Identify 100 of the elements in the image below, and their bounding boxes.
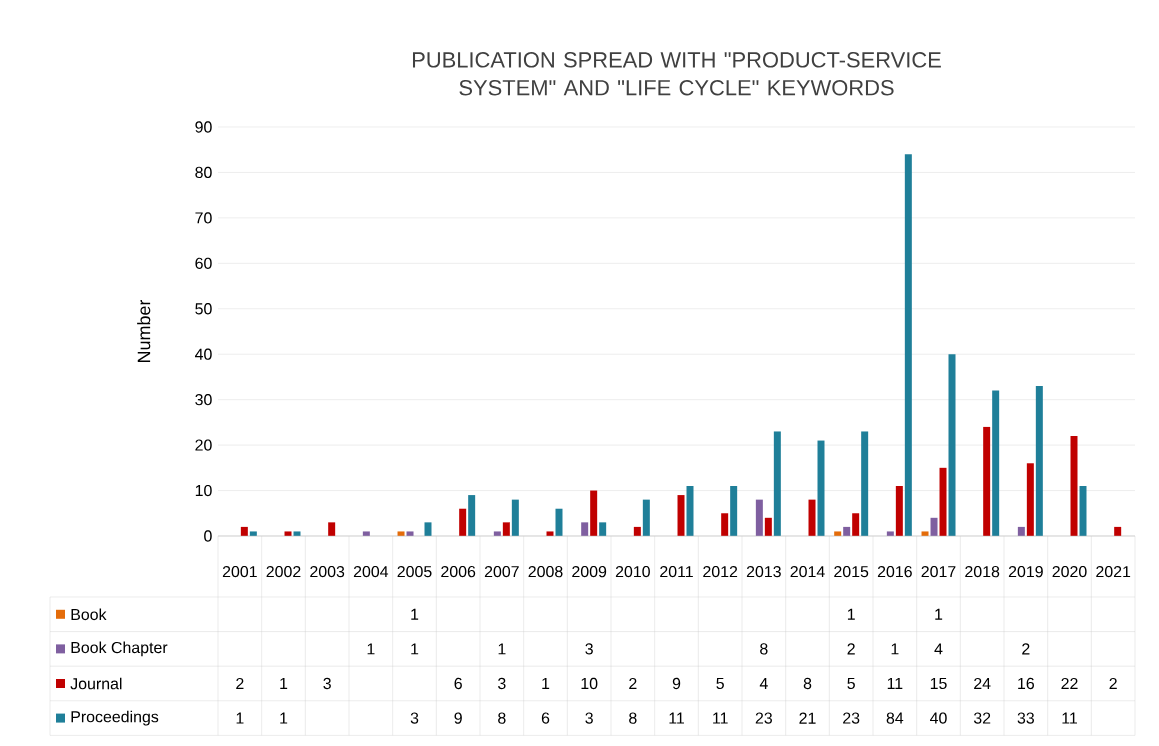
bar [328,522,336,536]
x-tick-label: 2016 [877,565,912,578]
data-label: 3 [585,643,593,655]
bar [773,431,781,536]
bar [817,440,825,536]
y-tick-label: 70 [195,212,212,224]
data-label: 1 [280,678,288,689]
bar [555,508,563,536]
bar [686,486,694,536]
data-label: 1 [367,643,375,655]
data-label: 11 [713,712,728,724]
data-label: 8 [760,643,768,655]
bar [1035,386,1043,536]
bar [1079,486,1087,536]
y-axis-title: Number [137,299,151,362]
x-tick-label: 2011 [660,565,693,578]
y-tick-label: 90 [195,121,212,133]
data-label: 2 [629,677,637,690]
data-label: 8 [629,712,637,724]
legend-label: Proceedings [71,710,159,726]
data-label: 9 [454,712,462,724]
x-tick-label: 2013 [746,565,781,578]
legend-label: Book Chapter [71,641,168,657]
x-tick-label: 2015 [834,565,869,578]
data-label: 23 [843,712,860,724]
bar [1026,463,1034,536]
y-tick-label: 20 [195,439,212,451]
x-tick-label: 2014 [790,565,825,578]
data-label: 1 [935,608,943,620]
data-label: 2 [1109,677,1117,690]
x-tick-label: 2017 [921,565,956,578]
bar [939,467,947,536]
x-tick-label: 2021 [1096,565,1131,578]
data-label: 2 [847,643,855,655]
data-label: 8 [803,677,812,690]
bar [599,522,607,536]
data-label: 11 [1062,712,1077,724]
x-tick-label: 2020 [1052,565,1087,578]
data-label: 15 [930,677,947,690]
data-label: 40 [930,712,947,724]
data-label: 1 [542,678,550,689]
bar [511,499,519,536]
bar [755,499,763,536]
data-label: 1 [847,608,855,620]
data-label: 16 [1018,677,1034,690]
data-label: 8 [498,712,506,724]
x-tick-label: 2012 [703,565,738,578]
data-label: 3 [323,677,331,690]
bar [459,508,467,536]
bar [764,517,772,536]
data-label: 4 [759,678,768,689]
data-label: 5 [847,677,855,690]
bar [948,354,956,536]
x-tick-label: 2018 [965,565,1000,578]
bar [581,522,589,536]
data-label: 3 [410,712,419,724]
data-label: 2 [1022,643,1030,655]
bar [808,499,816,536]
bar [1070,436,1078,536]
y-tick-label: 50 [195,303,212,315]
legend-label: Book [71,608,107,621]
x-tick-label: 2003 [310,565,345,578]
x-tick-label: 2002 [266,565,301,578]
data-label: 1 [891,643,899,655]
bar [983,426,991,536]
data-label: 1 [498,643,506,655]
y-tick-label: 60 [195,257,212,269]
y-tick-label: 30 [195,394,212,406]
data-label: 4 [934,643,943,655]
data-label: 33 [1017,712,1034,724]
x-tick-label: 2004 [353,565,389,578]
y-tick-label: 0 [204,530,212,542]
data-label: 21 [799,712,816,724]
x-tick-label: 2006 [441,565,476,578]
data-label: 6 [454,677,462,690]
bar [861,431,869,536]
bar [590,490,598,536]
bar [468,495,476,536]
x-tick-label: 2019 [1008,565,1043,578]
chart-title: PUBLICATION SPREAD WITH "PRODUCT-SERVICE SYSTEM" AND "LIFE CYCLE" KEYWORDS [412,52,941,96]
y-tick-label: 10 [195,484,212,497]
data-label: 84 [886,712,904,724]
data-label: 11 [887,678,903,689]
x-tick-label: 2008 [528,565,563,578]
bar [730,486,738,536]
bar [852,513,860,536]
bar [642,499,650,536]
bar [904,154,912,536]
data-label: 3 [498,677,506,690]
data-label: 5 [716,677,724,690]
bar [424,522,432,536]
data-label: 22 [1061,677,1078,690]
data-label: 11 [669,712,684,724]
data-label: 32 [973,712,991,724]
data-label: 1 [411,608,419,620]
bar [677,495,685,536]
x-tick-label: 2005 [397,565,432,578]
data-label: 10 [581,677,598,690]
data-label: 1 [280,712,288,724]
data-label: 1 [411,643,419,655]
